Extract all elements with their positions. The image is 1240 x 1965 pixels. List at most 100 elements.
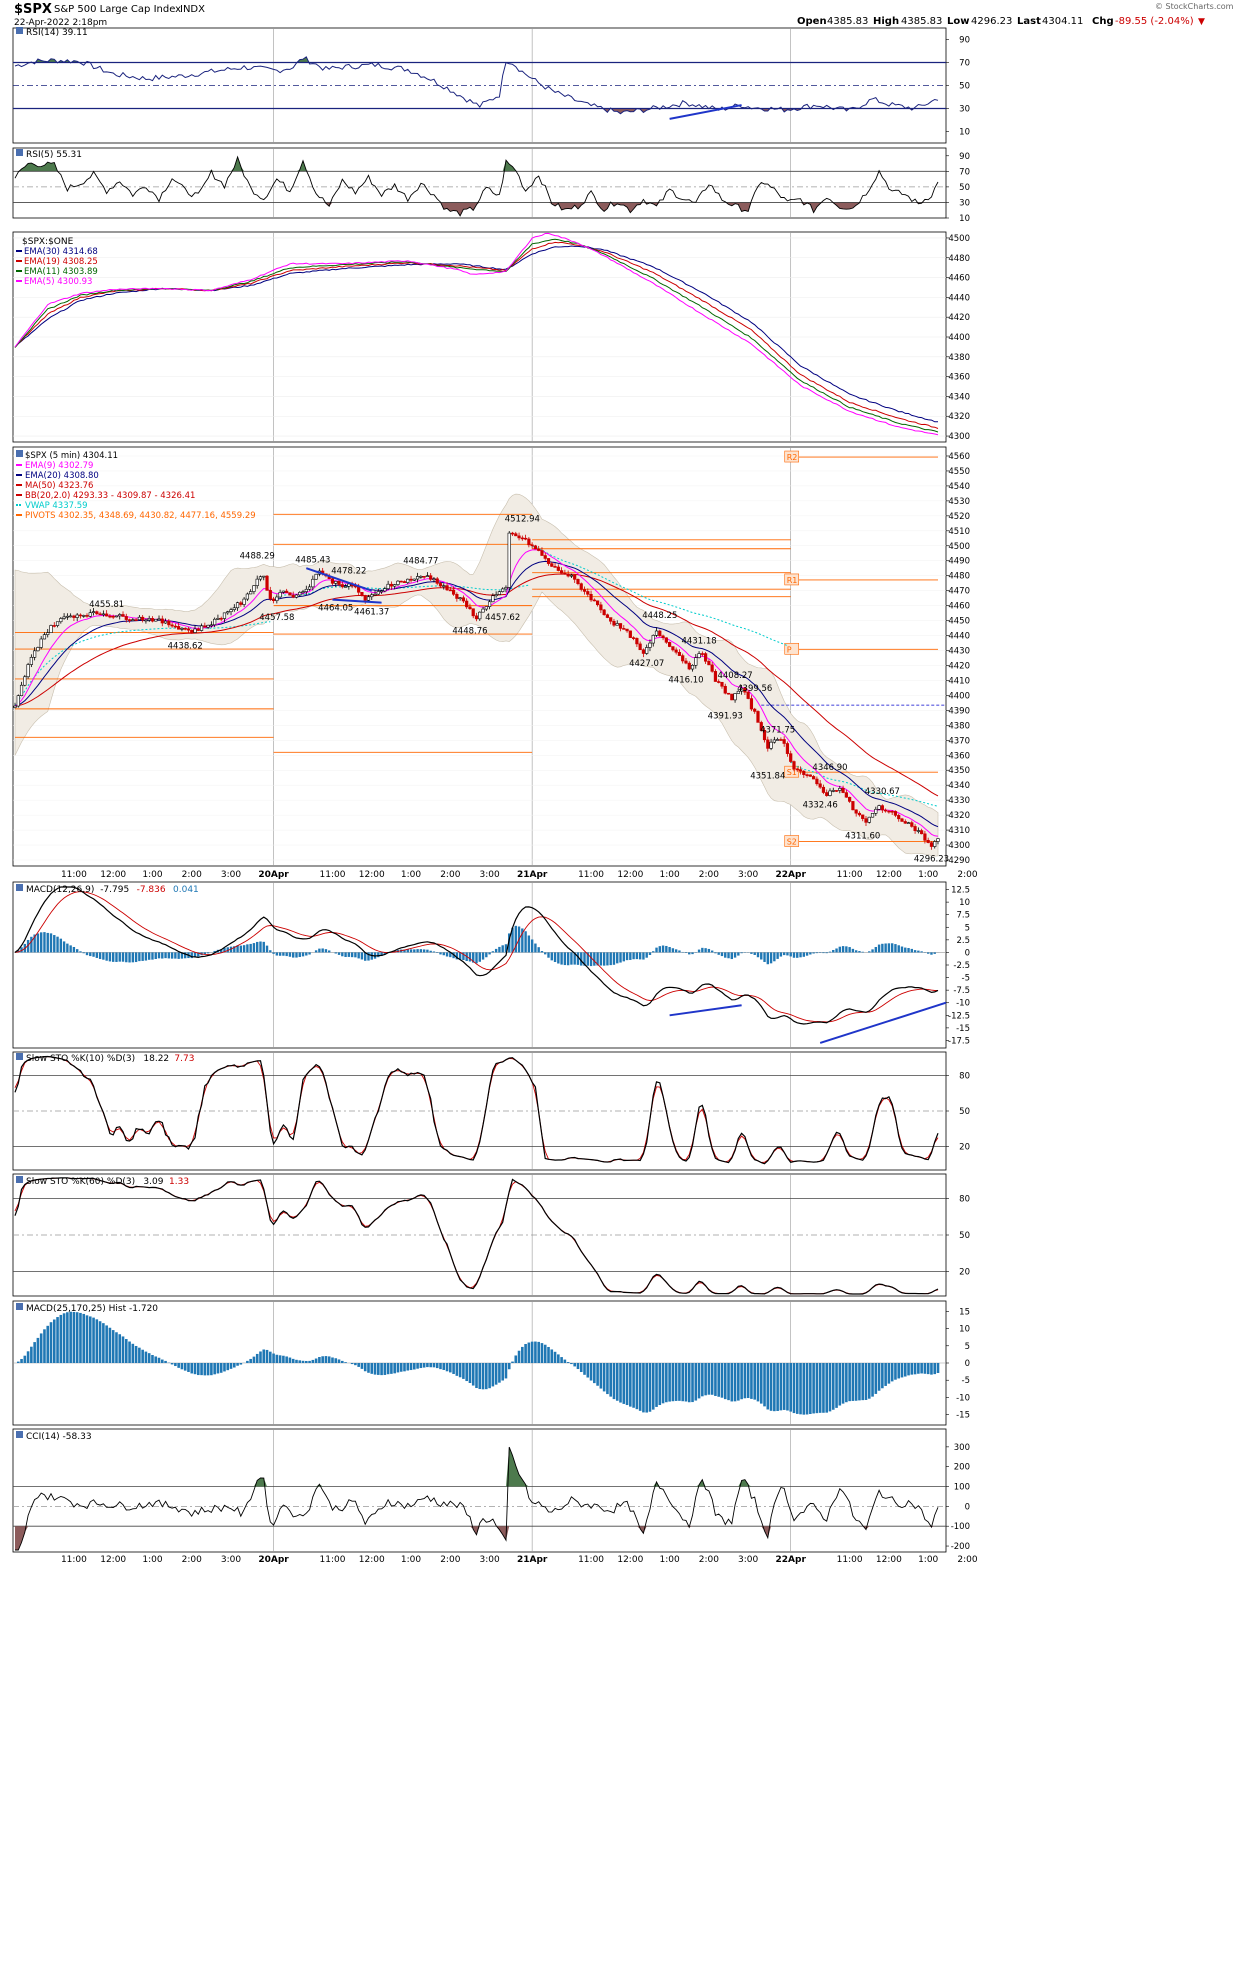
macd-hist-bar bbox=[452, 1363, 455, 1374]
candle-body bbox=[543, 555, 547, 559]
candle-body bbox=[504, 587, 508, 590]
macd-hist-bar bbox=[557, 1354, 560, 1363]
macd-hist-bar bbox=[413, 1363, 416, 1370]
macd-hist-bar bbox=[92, 952, 95, 957]
trendline bbox=[819, 1001, 947, 1044]
candle-body bbox=[582, 589, 587, 592]
candle-body bbox=[740, 687, 744, 692]
macd-hist-bar bbox=[655, 1363, 658, 1407]
macd-hist-bar bbox=[66, 943, 69, 953]
candle-body bbox=[664, 637, 668, 643]
price-annotation: 4431.18 bbox=[681, 637, 716, 647]
macd-hist-bar bbox=[367, 952, 370, 961]
sto-k-line bbox=[14, 1177, 939, 1295]
y-tick-label: 4500 bbox=[948, 542, 970, 552]
macd-hist-bar bbox=[861, 1363, 865, 1401]
candle-body bbox=[438, 583, 443, 587]
macd-hist-bar bbox=[570, 1363, 573, 1365]
macd-hist-bar bbox=[645, 952, 648, 958]
y-tick-label: 5 bbox=[965, 1342, 970, 1352]
x-tick-label: 11:00 bbox=[320, 1555, 346, 1565]
macd-hist-bar bbox=[612, 1363, 616, 1400]
candle-body bbox=[471, 608, 475, 617]
macd-hist-bar bbox=[265, 945, 269, 953]
macd-hist-bar bbox=[252, 1356, 256, 1363]
x-tick-label: 22Apr bbox=[776, 1555, 807, 1565]
candle-body bbox=[291, 594, 295, 598]
macd-hist-bar bbox=[890, 1363, 894, 1382]
macd-hist-bar bbox=[701, 947, 704, 953]
macd-hist-bar bbox=[177, 1363, 180, 1368]
macd-hist-bar bbox=[625, 952, 629, 961]
legend-icon bbox=[16, 1176, 23, 1183]
macd-hist-bar bbox=[131, 1343, 135, 1363]
macd-hist-bar bbox=[462, 952, 465, 961]
candle-body bbox=[707, 660, 711, 666]
macd-hist-bar bbox=[69, 945, 72, 953]
y-tick-label: 2.5 bbox=[956, 936, 970, 946]
macd-hist-bar bbox=[380, 952, 383, 956]
candle-body bbox=[792, 761, 796, 770]
macd-hist-bar bbox=[583, 952, 586, 966]
low-label: Low bbox=[947, 16, 969, 27]
macd-line bbox=[14, 886, 939, 1025]
candle-body bbox=[569, 574, 574, 577]
macd-hist-bar bbox=[347, 952, 351, 957]
candle-body bbox=[890, 810, 894, 813]
macd-hist-bar bbox=[498, 946, 501, 953]
candle-body bbox=[311, 578, 315, 588]
macd-hist-bar bbox=[930, 1363, 933, 1375]
x-tick-label: 1:00 bbox=[401, 870, 421, 880]
y-tick-label: -5 bbox=[962, 1376, 970, 1386]
candle-body bbox=[376, 591, 380, 595]
macd-hist-bar bbox=[619, 1363, 622, 1403]
macd-hist-bar bbox=[278, 952, 282, 956]
pivot-label: R2 bbox=[787, 453, 798, 462]
macd-hist-bar bbox=[239, 945, 243, 953]
candle-body bbox=[141, 616, 145, 621]
macd-hist-bar bbox=[904, 947, 907, 953]
macd-hist-bar bbox=[704, 948, 707, 953]
x-tick-label: 3:00 bbox=[479, 1555, 499, 1565]
macd-hist-bar bbox=[763, 1363, 766, 1407]
macd-hist-bar bbox=[314, 950, 318, 953]
macd-hist-bar bbox=[157, 1357, 161, 1363]
macd-hist-bar bbox=[868, 951, 871, 953]
macd-hist-bar bbox=[206, 952, 210, 954]
legend-text: Slow STO %K(60) %D(3) bbox=[26, 1177, 135, 1187]
vwap-line bbox=[14, 545, 939, 807]
candle-body bbox=[137, 616, 141, 621]
macd-hist-bar bbox=[913, 950, 917, 953]
y-tick-label: 4320 bbox=[948, 412, 970, 422]
candle-body bbox=[671, 646, 675, 651]
panel-sto10: 80 50 20 Slow STO %K(10) %D(3) 18.22 7.73 bbox=[12, 1051, 970, 1171]
macd-hist-bar bbox=[102, 1323, 105, 1363]
legend-text: EMA(9) 4302.79 bbox=[25, 461, 93, 471]
macd-hist-bar bbox=[583, 1363, 586, 1375]
macd-hist-bar bbox=[501, 1363, 504, 1381]
candle-body bbox=[396, 580, 400, 585]
candle-body bbox=[422, 576, 426, 578]
macd-hist-bar bbox=[183, 1363, 187, 1371]
macd-hist-bar bbox=[802, 952, 806, 957]
macd-hist-bar bbox=[282, 952, 285, 956]
macd-hist-bar bbox=[157, 952, 161, 959]
macd-hist-bar bbox=[445, 1363, 449, 1372]
macd-hist-bar bbox=[710, 1363, 714, 1395]
candle-body bbox=[913, 826, 917, 832]
x-tick-label: 21Apr bbox=[517, 1555, 548, 1565]
candle-body bbox=[343, 586, 348, 588]
macd-hist-bar bbox=[278, 1355, 282, 1363]
candle-body bbox=[419, 576, 423, 578]
candle-body bbox=[209, 624, 213, 627]
x-axis: 11:00 11:00 12:00 12:00 1:00 1:00 2:00 2:00 3:00… bbox=[61, 870, 978, 1565]
macd-hist-bar bbox=[570, 952, 573, 965]
macd-hist-bar bbox=[838, 946, 842, 953]
macd-hist-bar bbox=[95, 952, 99, 958]
macd-hist-bar bbox=[111, 1330, 115, 1363]
macd-hist-bar bbox=[612, 952, 616, 965]
y-tick-label: 12.5 bbox=[951, 886, 970, 896]
macd-hist-bar bbox=[337, 952, 341, 955]
x-tick-label: 12:00 bbox=[617, 1555, 643, 1565]
candle-body bbox=[55, 621, 60, 626]
